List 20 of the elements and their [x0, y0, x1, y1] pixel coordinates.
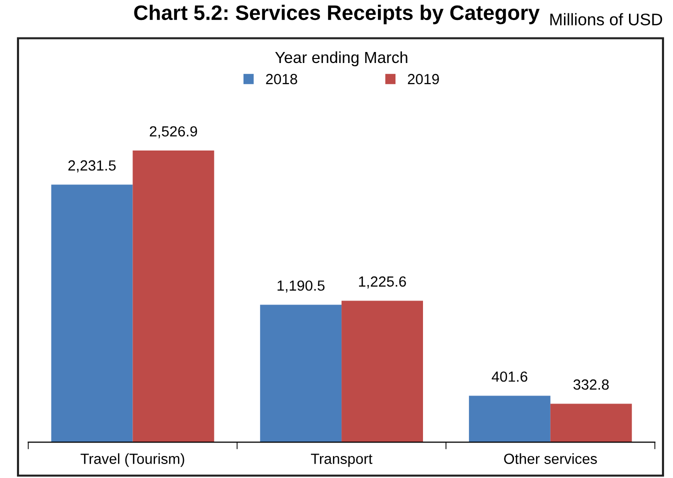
data-label: 401.6: [492, 371, 528, 382]
data-label: 2,526.9: [150, 126, 198, 138]
x-tick-label: Transport: [310, 454, 372, 467]
chart-title: Chart 5.2: Services Receipts by Category: [134, 4, 540, 24]
bar: [260, 304, 342, 442]
data-label: 332.8: [573, 379, 609, 390]
text: Millions of USD: [550, 13, 662, 26]
bar: [342, 300, 423, 442]
bar: [550, 404, 632, 442]
data-label: 2,231.5: [68, 160, 116, 172]
legend-label: 2019: [408, 74, 439, 84]
legend-title: Year ending March: [275, 51, 408, 66]
x-tick-label: Travel (Tourism): [80, 453, 184, 467]
bar: [51, 184, 133, 442]
data-label: 1,225.6: [359, 276, 406, 288]
x-tick-label: Other services: [504, 453, 597, 464]
bar: [468, 396, 550, 442]
legend-label: 2018: [266, 74, 298, 84]
bar: [132, 150, 214, 442]
data-label: 1,190.5: [278, 280, 325, 292]
